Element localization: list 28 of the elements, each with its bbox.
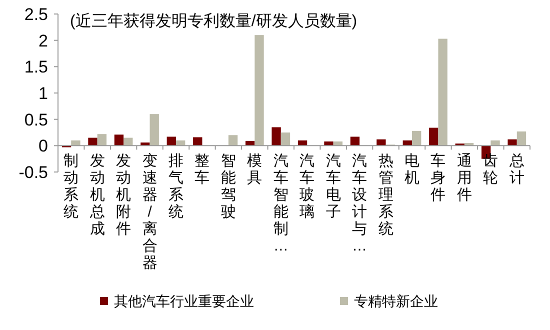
y-tick-label: 1: [38, 84, 48, 103]
x-tick-label: 发动机总成: [88, 152, 105, 238]
x-tick-label: 汽车玻璃: [300, 152, 315, 221]
x-tick-label: 汽车电子: [326, 152, 341, 221]
x-tick-label: 整车: [194, 152, 210, 187]
y-tick-label: 2: [38, 31, 48, 50]
y-tick-label: 0.5: [24, 110, 48, 130]
x-tick-label: 总计: [508, 152, 524, 187]
x-tick-label: 智能驾驶: [220, 152, 236, 221]
x-tick-label: 汽车智能制…: [273, 152, 288, 255]
y-tick-label: 1.5: [24, 58, 48, 77]
x-tick-label: 模具: [247, 152, 262, 187]
y-tick-label: 2.5: [24, 4, 48, 24]
x-tick-label: 电机: [404, 152, 420, 187]
x-tick-label: 汽车设计与…: [352, 152, 368, 255]
x-tick-label: 通用件: [456, 152, 472, 204]
y-tick-label: 0: [38, 136, 48, 156]
legend-label: 专精特新企业: [354, 292, 438, 309]
legend-label: 其他汽车行业重要企业: [114, 292, 254, 309]
x-tick-label: 车身件: [430, 152, 446, 204]
x-tick-label: 发动机附件: [116, 152, 132, 238]
y-tick-label: -0.5: [18, 162, 48, 182]
x-tick-label: 齿轮: [483, 152, 498, 187]
x-tick-label: 制动系统: [64, 152, 79, 221]
x-tick-label: 排气系统: [168, 152, 184, 221]
chart-title: (近三年获得发明专利数量/研发人员数量): [70, 12, 358, 30]
x-tick-label: 变速器/离合器: [142, 152, 158, 272]
x-tick-label: 热管理系统: [378, 152, 394, 238]
